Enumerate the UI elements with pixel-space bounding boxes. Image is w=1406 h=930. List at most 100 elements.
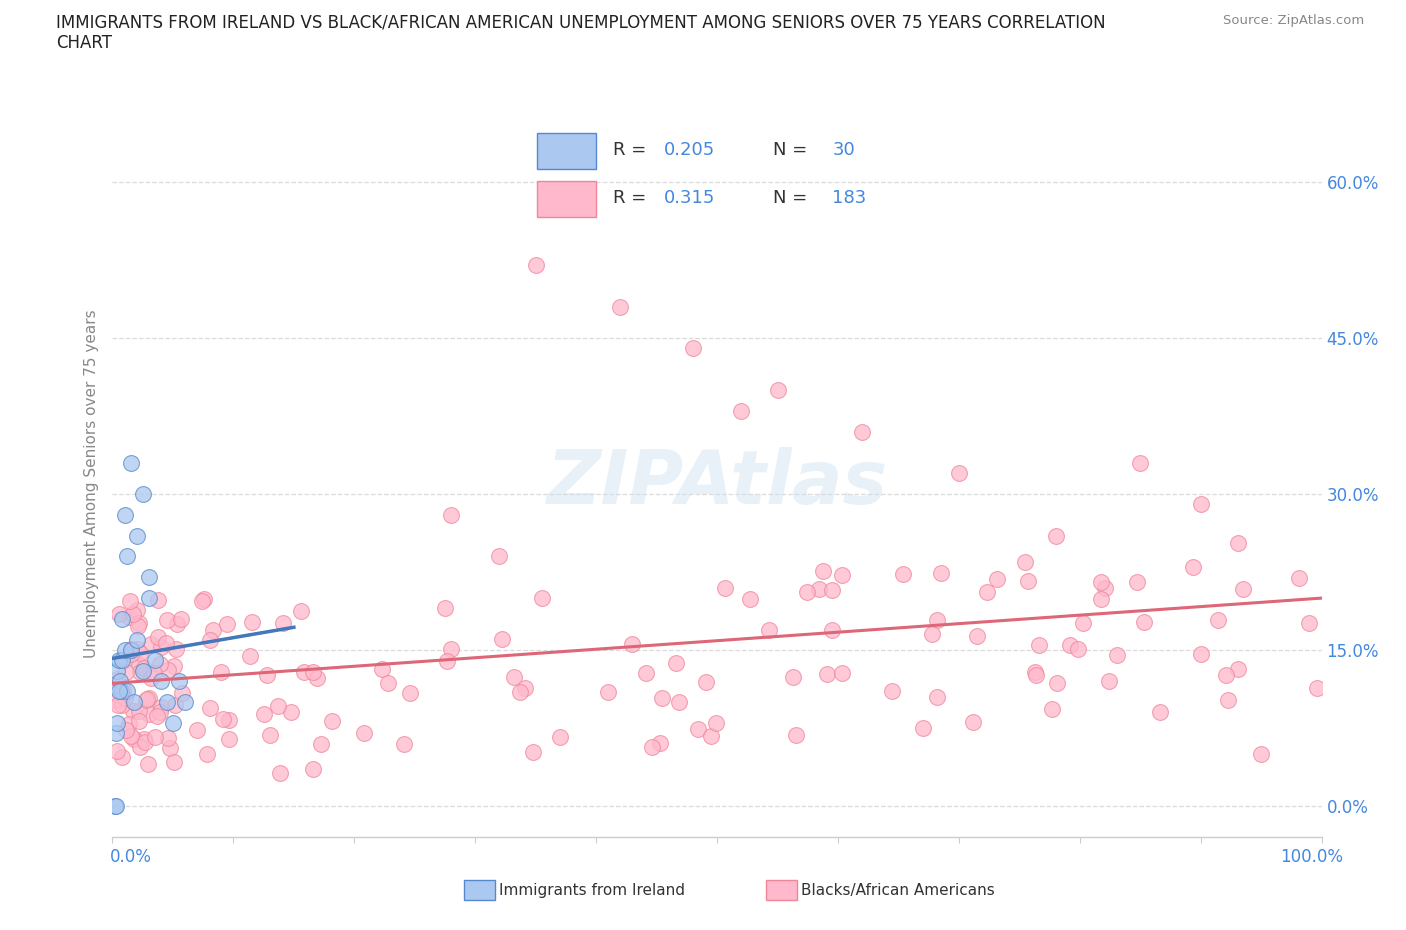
Point <box>156 613 179 628</box>
Point <box>114 653 136 668</box>
Point <box>128 703 150 718</box>
Point <box>503 670 526 684</box>
Point <box>134 735 156 750</box>
Point <box>976 585 998 600</box>
Point <box>738 591 761 606</box>
Point <box>186 723 208 737</box>
Point <box>668 695 690 710</box>
Point <box>948 466 970 481</box>
Point <box>1189 647 1212 662</box>
Point <box>125 632 148 647</box>
Point <box>688 721 710 736</box>
Point <box>758 622 780 637</box>
Point <box>1071 616 1094 631</box>
Point <box>377 675 399 690</box>
Text: R =: R = <box>613 189 652 206</box>
Text: ZIPAtlas: ZIPAtlas <box>547 447 887 520</box>
Point <box>111 611 134 626</box>
Point <box>105 798 128 813</box>
Text: R =: R = <box>613 140 652 159</box>
Point <box>120 643 142 658</box>
Point <box>163 658 186 673</box>
Point <box>163 698 186 712</box>
Point <box>110 684 132 699</box>
Point <box>290 604 312 618</box>
Point <box>104 798 127 813</box>
Point <box>138 691 160 706</box>
Point <box>682 341 704 356</box>
Point <box>138 591 160 605</box>
Point <box>217 617 239 631</box>
Point <box>548 729 571 744</box>
Point <box>1232 581 1254 596</box>
Point <box>143 653 166 668</box>
Point <box>641 740 664 755</box>
Point <box>831 665 853 680</box>
Point <box>962 714 984 729</box>
Point <box>1133 614 1156 629</box>
Point <box>166 617 188 631</box>
Point <box>157 730 180 745</box>
Point <box>104 692 127 707</box>
Point <box>107 684 129 699</box>
Point <box>513 681 536 696</box>
Point <box>267 698 290 713</box>
Point <box>1129 456 1152 471</box>
Point <box>259 727 281 742</box>
Point <box>107 606 129 621</box>
Point <box>120 646 142 661</box>
Point <box>1227 536 1250 551</box>
Point <box>111 698 134 712</box>
Point <box>156 663 179 678</box>
Point <box>1298 616 1320 631</box>
Point <box>195 747 218 762</box>
Point <box>821 582 844 597</box>
Point <box>925 613 948 628</box>
Point <box>699 729 721 744</box>
Point <box>1215 668 1237 683</box>
Text: CHART: CHART <box>56 34 112 52</box>
Point <box>128 658 150 672</box>
Text: 183: 183 <box>832 189 866 206</box>
Point <box>120 728 142 743</box>
Y-axis label: Unemployment Among Seniors over 75 years: Unemployment Among Seniors over 75 years <box>84 310 100 658</box>
Point <box>1045 528 1067 543</box>
Point <box>134 731 156 746</box>
Point <box>439 641 461 656</box>
Point <box>436 654 458 669</box>
Text: Blacks/African Americans: Blacks/African Americans <box>801 883 995 897</box>
Point <box>132 486 155 501</box>
Point <box>309 737 332 751</box>
Point <box>714 580 737 595</box>
Point <box>807 581 830 596</box>
Point <box>1149 705 1171 720</box>
Point <box>1094 580 1116 595</box>
Point <box>202 622 225 637</box>
Text: 100.0%: 100.0% <box>1279 848 1343 866</box>
Point <box>821 622 844 637</box>
Point <box>1098 673 1121 688</box>
Point <box>159 741 181 756</box>
Point <box>120 642 142 657</box>
Point <box>118 717 141 732</box>
Point <box>370 661 392 676</box>
Bar <box>537 133 596 169</box>
Point <box>1306 681 1329 696</box>
Point <box>114 690 136 705</box>
Point <box>1090 575 1112 590</box>
Point <box>129 665 152 680</box>
Point <box>353 725 375 740</box>
Point <box>135 693 157 708</box>
Point <box>1189 497 1212 512</box>
Point <box>292 664 315 679</box>
Point <box>893 567 915 582</box>
Point <box>128 739 150 754</box>
Point <box>986 572 1008 587</box>
Point <box>796 585 818 600</box>
Point <box>509 684 531 699</box>
Point <box>165 642 187 657</box>
Point <box>307 671 329 685</box>
Point <box>253 707 276 722</box>
Point <box>143 730 166 745</box>
Point <box>766 382 789 397</box>
